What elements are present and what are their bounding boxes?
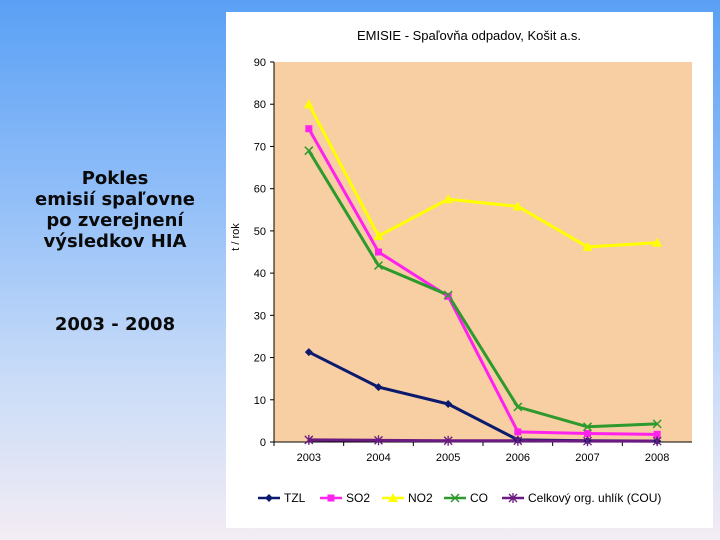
data-point: [373, 260, 384, 271]
data-point: [652, 436, 662, 447]
data-point: [584, 430, 591, 438]
side-years: 2003 - 2008: [54, 314, 176, 335]
side-heading-line-3: po zverejnení: [46, 210, 184, 231]
y-tick-label: 20: [254, 353, 266, 365]
chart-panel: EMISIE - Spaľovňa odpadov, Košit a.s. 0 1…: [226, 12, 713, 528]
side-heading-line-2: emisií spaľovne: [35, 189, 195, 210]
data-point: [304, 348, 313, 357]
legend-label: CO: [470, 491, 488, 505]
y-tick-label: 90: [254, 57, 266, 69]
legend-marker: [508, 493, 518, 503]
data-point: [443, 435, 453, 446]
data-point: [583, 436, 592, 447]
data-point: [304, 434, 314, 445]
x-tick-label: 2005: [436, 452, 460, 464]
data-point: [303, 99, 314, 109]
side-heading-line-1: Pokles: [81, 168, 149, 189]
legend-label: Celkový org. uhlík (COU): [528, 491, 661, 505]
series-line-celkov-org-uhl-k-cou-: [308, 438, 658, 443]
plot-area: 0 10 20 30 40 50 60 70 80 90 2003 2004 2005 2006 2007 2…: [254, 57, 692, 464]
series-line-so2: [307, 127, 658, 436]
side-heading-line-4: výsledkov HIA: [43, 231, 187, 252]
emissions-line-chart: EMISIE - Spaľovňa odpadov, Košit a.s. 0 1…: [230, 28, 692, 505]
data-point: [304, 146, 314, 156]
data-point: [652, 237, 663, 247]
y-tick-label: 70: [254, 141, 266, 153]
legend-marker: [265, 494, 273, 502]
data-point: [305, 125, 313, 133]
y-tick-label: 0: [260, 437, 266, 449]
legend-marker: [327, 494, 335, 502]
legend-label: NO2: [408, 491, 433, 505]
data-point: [514, 428, 522, 436]
data-point: [373, 230, 384, 240]
series-line-no2: [307, 103, 658, 249]
x-tick-label: 2003: [297, 452, 321, 464]
legend-marker: [450, 493, 460, 503]
data-point: [512, 201, 523, 211]
y-tick-label: 40: [254, 268, 266, 280]
x-tick-label: 2006: [506, 452, 530, 464]
chart-title: EMISIE - Spaľovňa odpadov, Košit a.s.: [357, 28, 581, 43]
y-tick-label: 80: [254, 99, 266, 111]
data-point: [374, 435, 383, 446]
data-point: [443, 290, 453, 300]
legend-marker: [388, 493, 398, 502]
y-tick-label: 30: [254, 310, 266, 322]
x-tick-label: 2008: [645, 452, 669, 464]
data-point: [582, 422, 593, 432]
legend-label: SO2: [346, 491, 370, 505]
legend-label: TZL: [284, 491, 306, 505]
data-point: [443, 194, 454, 204]
y-tick-label: 10: [254, 395, 266, 407]
data-point: [513, 402, 523, 412]
data-point: [374, 383, 383, 392]
data-point: [582, 241, 593, 251]
series-line-co: [307, 149, 658, 429]
legend: TZL SO2 NO2 CO Celkový org. uhlík (COU): [258, 491, 661, 505]
y-axis-label: t / rok: [230, 223, 242, 251]
data-point: [375, 248, 382, 256]
data-point: [652, 419, 662, 429]
data-point: [444, 400, 453, 408]
plot-background: [274, 62, 692, 442]
x-tick-label: 2004: [366, 452, 390, 464]
y-tick-label: 50: [254, 226, 266, 238]
data-point: [444, 292, 452, 300]
data-point: [653, 430, 661, 438]
data-point: [513, 435, 523, 446]
x-tick-label: 2007: [575, 452, 599, 464]
side-heading: Pokles emisií spaľovne po zverejnení výs…: [20, 168, 210, 252]
y-tick-label: 60: [254, 184, 266, 196]
